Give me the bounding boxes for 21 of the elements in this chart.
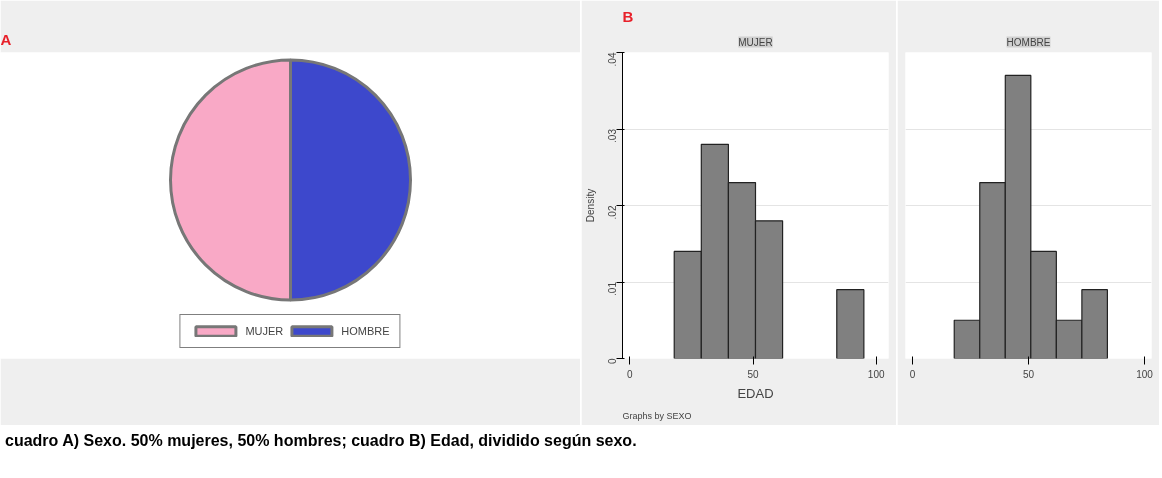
x-tick-label: 100 [1136,368,1154,380]
text: B [622,7,634,25]
x-tick-label: 50 [1022,368,1035,380]
x-tick-label: 100 [867,368,885,380]
y-axis-title: Density [584,188,596,223]
x-tick-label: 50 [747,368,760,380]
y-tick-label: .03 [606,128,618,143]
x-tick-label: 0 [627,368,634,380]
x-tick-label: 0 [909,368,916,380]
x-axis-title: EDAD [737,385,774,401]
text: Graphs by SEXO [622,410,692,421]
y-tick-label: .02 [606,205,618,220]
chart-title: MUJER [738,36,773,48]
text: A [0,30,12,48]
y-tick-label: .04 [606,52,618,67]
legend-label: MUJER [245,325,284,337]
y-tick-label: .01 [606,281,618,296]
y-tick-label: 0 [606,358,618,365]
text: cuadro A) Sexo. 50% mujeres, 50% hombres; cuadro B) Edad, dividido según sexo. [5,432,637,449]
chart-title: HOMBRE [1006,36,1051,48]
legend-label: HOMBRE [341,325,390,337]
